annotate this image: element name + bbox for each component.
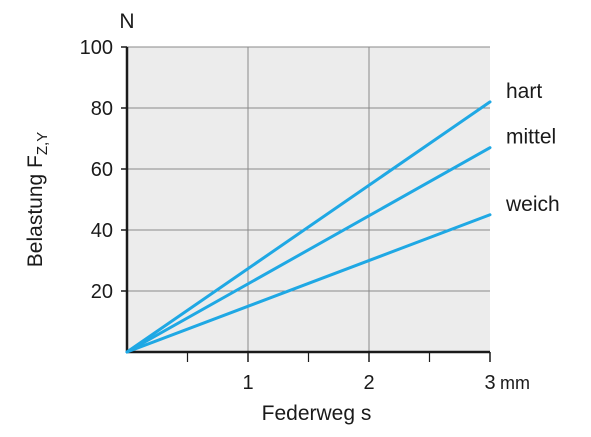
x-tick-label-3: 3 [484, 372, 495, 394]
y-tick-label-20: 20 [91, 281, 113, 303]
grid-lines [127, 46, 490, 352]
y-tick-label-40: 40 [91, 220, 113, 242]
x-axis-title: Federweg s [262, 402, 372, 425]
x-tick-label-2: 2 [363, 372, 374, 394]
y-axis-title: Belastung FZ,Y [24, 132, 51, 267]
series-label-hart: hart [506, 80, 542, 103]
series-label-weich: weich [505, 193, 560, 216]
plot-background [127, 47, 490, 352]
series-line-mittel [125, 146, 492, 354]
y-tick-label-60: 60 [91, 159, 113, 181]
series-line-hart [125, 100, 492, 354]
y-tick-label-100: 100 [80, 37, 113, 59]
x-unit-label: mm [500, 373, 530, 393]
y-axis-title-main: Belastung F [24, 155, 47, 267]
tick-labels: 20 40 60 80 100 1 2 3 mm [80, 37, 530, 394]
tick-marks [121, 46, 491, 362]
y-axis-title-subscript: Z,Y [34, 132, 51, 155]
x-tick-label-1: 1 [242, 372, 253, 394]
y-unit-label: N [119, 10, 134, 33]
series-label-mittel: mittel [506, 126, 556, 149]
series-lines [125, 100, 492, 354]
y-tick-label-80: 80 [91, 98, 113, 120]
series-line-weich [125, 213, 492, 354]
series-labels: hart mittel weich [505, 80, 560, 216]
